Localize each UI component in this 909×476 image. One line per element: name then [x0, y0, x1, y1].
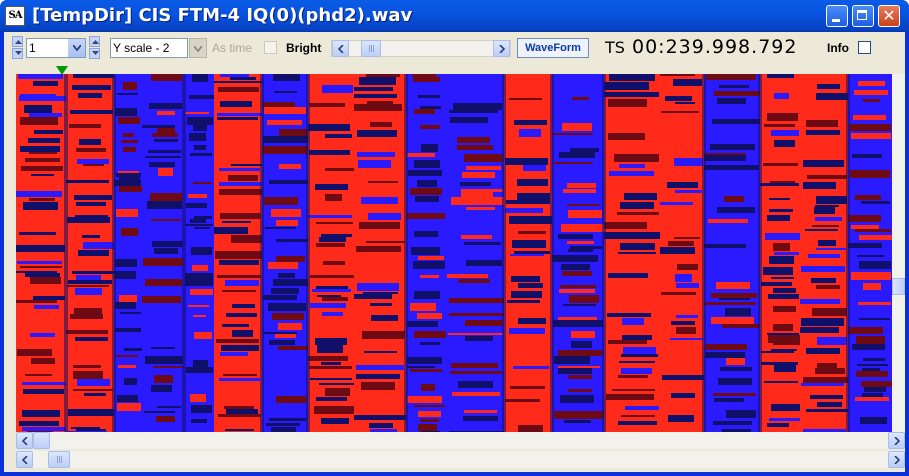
client-area: 1 Y scale - 2 As time Bright WaveFo [4, 32, 905, 472]
position-slider[interactable] [331, 40, 511, 57]
spin-down-button[interactable] [12, 48, 23, 59]
yscale-select[interactable]: Y scale - 2 [110, 38, 188, 58]
window-title: [TempDir] CIS FTM-4 IQ(0)(phd2).wav [32, 5, 413, 26]
outer-scroll-left-button[interactable] [16, 451, 33, 468]
info-checkbox[interactable] [858, 41, 871, 54]
inner-scroll-left-button[interactable] [16, 432, 33, 449]
ts-value: 00:239.998.792 [632, 36, 798, 58]
inner-scroll-thumb[interactable] [33, 432, 50, 449]
spin-up-button[interactable] [89, 36, 100, 47]
spectrogram-canvas [16, 74, 892, 432]
channel-spinner[interactable] [12, 36, 23, 60]
inner-horizontal-scrollbar[interactable] [16, 432, 905, 449]
chevron-down-icon [15, 51, 22, 55]
chevron-down-icon [73, 45, 81, 51]
inner-scroll-right-button[interactable] [888, 432, 905, 449]
spectrogram-plot[interactable] [16, 74, 892, 432]
slider-thumb[interactable] [361, 40, 381, 57]
maximize-button[interactable] [852, 5, 874, 27]
bright-label: Bright [286, 41, 322, 55]
ts-label: TS [605, 38, 625, 57]
chevron-left-icon [22, 437, 28, 445]
app-icon[interactable]: SA [5, 6, 25, 26]
vertical-scrollbar[interactable] [892, 74, 905, 432]
position-marker[interactable] [56, 66, 68, 75]
chevron-down-icon [194, 46, 202, 52]
outer-scroll-thumb[interactable] [48, 451, 70, 468]
channel-select[interactable]: 1 [26, 38, 86, 58]
outer-horizontal-scrollbar[interactable] [16, 451, 905, 468]
waveform-button[interactable]: WaveForm [517, 38, 589, 58]
close-button[interactable]: ✕ [878, 5, 900, 27]
channel-spinner-2[interactable] [89, 36, 100, 60]
vertical-scroll-thumb[interactable] [892, 278, 905, 295]
chevron-left-icon [338, 45, 344, 53]
spin-up-button[interactable] [12, 36, 23, 47]
toolbar: 1 Y scale - 2 As time Bright WaveFo [4, 32, 905, 64]
minimize-icon [832, 19, 840, 22]
channel-dropdown-button[interactable] [68, 39, 85, 57]
as-time-checkbox[interactable] [264, 41, 277, 54]
slider-right-button[interactable] [493, 40, 510, 57]
yscale-value: Y scale - 2 [113, 41, 170, 55]
channel-value: 1 [29, 41, 36, 55]
title-bar[interactable]: SA [TempDir] CIS FTM-4 IQ(0)(phd2).wav ✕ [0, 0, 909, 32]
spin-down-button[interactable] [89, 48, 100, 59]
close-icon: ✕ [882, 6, 896, 25]
chevron-right-icon [894, 456, 900, 464]
outer-scroll-right-button[interactable] [888, 451, 905, 468]
slider-left-button[interactable] [332, 40, 349, 57]
minimize-button[interactable] [826, 5, 848, 27]
info-label: Info [827, 41, 849, 55]
chevron-right-icon [499, 45, 505, 53]
chevron-up-icon [15, 40, 22, 44]
as-time-label: As time [212, 41, 253, 55]
yscale-dropdown-button[interactable] [189, 38, 207, 58]
maximize-icon [857, 10, 867, 20]
chevron-up-icon [92, 40, 99, 44]
chevron-down-icon [92, 51, 99, 55]
chevron-right-icon [894, 437, 900, 445]
chevron-left-icon [22, 456, 28, 464]
